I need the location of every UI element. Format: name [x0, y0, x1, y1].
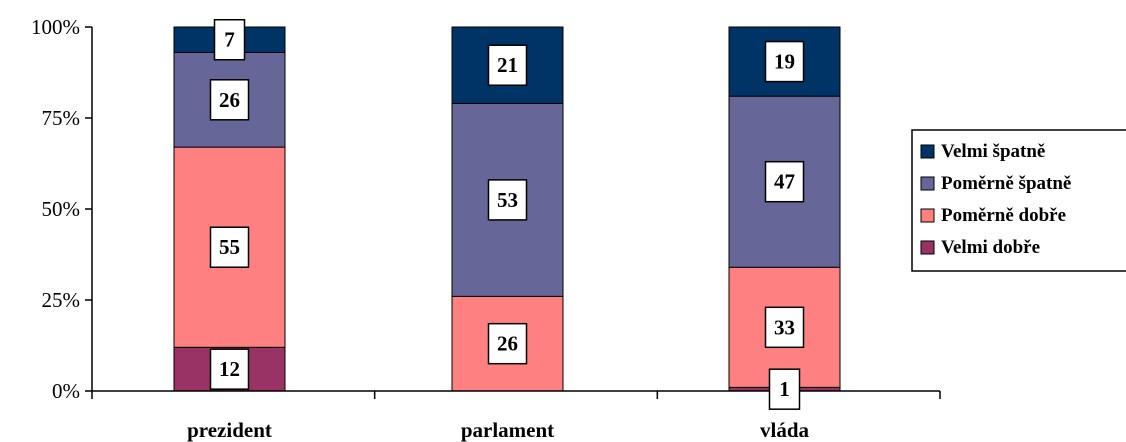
data-label-text: 47	[774, 170, 795, 194]
data-label-text: 26	[497, 332, 518, 356]
data-label-vlada-pomerne-spatne: 47	[764, 160, 805, 203]
data-label-text: 1	[779, 377, 790, 401]
axes-layer: 0% 25% 50% 75% 100% prezident parlament vláda	[31, 15, 941, 442]
data-label-vlada-pomerne-dobre: 33	[764, 306, 805, 349]
data-label-box	[487, 179, 528, 221]
data-label-box	[213, 18, 246, 61]
data-label-vlada-velmi-spatne: 19	[764, 40, 805, 83]
legend-frame	[911, 129, 1126, 272]
y-tick-label: 25%	[42, 288, 81, 312]
data-label-text: 7	[224, 28, 235, 52]
y-tick-label: 100%	[31, 15, 80, 39]
legend-item-pomerne-spatne: Poměrně špatně	[920, 173, 1071, 194]
legend-label: Velmi dobře	[941, 237, 1040, 258]
data-label-box	[487, 322, 528, 365]
legend-item-velmi-dobre: Velmi dobře	[920, 237, 1040, 258]
x-tick-label-prezident: prezident	[187, 418, 272, 442]
legend-label: Poměrně dobře	[941, 205, 1066, 226]
data-label-text: 53	[497, 188, 518, 212]
legend-swatch	[920, 176, 935, 191]
y-tick-label: 0%	[52, 379, 80, 403]
data-label-prezident-velmi-dobre: 12	[209, 348, 250, 390]
data-label-text: 55	[219, 235, 240, 259]
data-label-prezident-pomerne-spatne: 26	[209, 79, 250, 121]
data-label-box	[764, 306, 805, 349]
legend-swatch	[920, 144, 935, 159]
legend-item-pomerne-dobre: Poměrně dobře	[920, 205, 1066, 226]
x-tick-label-parlament: parlament	[461, 418, 554, 442]
legend: Velmi špatně Poměrně špatně Poměrně dobře V…	[911, 129, 1126, 272]
data-label-parlament-velmi-spatne: 21	[487, 44, 528, 86]
data-label-box	[768, 368, 801, 410]
data-label-text: 12	[219, 357, 240, 381]
legend-label: Velmi špatně	[941, 141, 1045, 162]
data-label-prezident-velmi-spatne: 7	[213, 18, 246, 61]
data-label-text: 19	[774, 50, 795, 74]
data-label-box	[209, 348, 250, 390]
data-label-text: 26	[219, 88, 240, 112]
data-label-text: 33	[774, 315, 795, 339]
legend-swatch	[920, 240, 935, 255]
y-tick-label: 75%	[42, 106, 81, 130]
data-label-box	[764, 160, 805, 203]
data-label-box	[209, 226, 250, 268]
legend-item-velmi-spatne: Velmi špatně	[920, 141, 1045, 162]
legend-label: Poměrně špatně	[941, 173, 1071, 194]
data-label-parlament-pomerne-dobre: 26	[487, 322, 528, 365]
data-label-box	[487, 44, 528, 86]
data-label-vlada-velmi-dobre: 1	[768, 368, 801, 410]
y-tick-label: 50%	[42, 197, 81, 221]
x-tick-label-vlada: vláda	[760, 418, 810, 442]
data-labels-layer: 12 55 26 7 26 53 21 1 33 47 19	[209, 18, 805, 410]
data-label-text: 21	[497, 53, 518, 77]
data-label-box	[209, 79, 250, 121]
data-label-prezident-pomerne-dobre: 55	[209, 226, 250, 268]
legend-swatch	[920, 208, 935, 223]
data-label-box	[764, 40, 805, 83]
data-label-parlament-pomerne-spatne: 53	[487, 179, 528, 221]
